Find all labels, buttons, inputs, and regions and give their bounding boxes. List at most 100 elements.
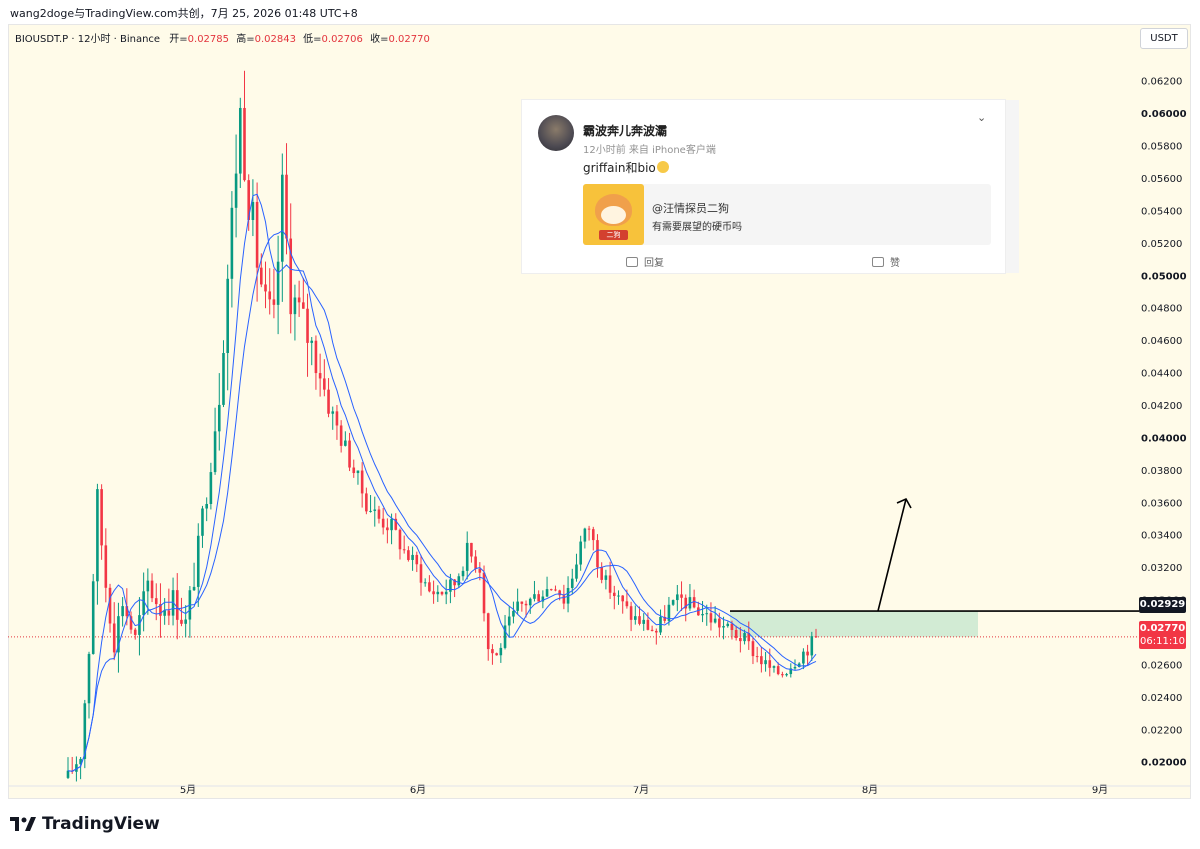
candle-body[interactable] bbox=[142, 591, 145, 616]
candle-body[interactable] bbox=[789, 668, 793, 675]
candle-body[interactable] bbox=[377, 509, 381, 519]
candle-body[interactable] bbox=[226, 278, 229, 354]
candle-body[interactable] bbox=[680, 594, 683, 598]
candle-body[interactable] bbox=[474, 556, 477, 569]
candle-body[interactable] bbox=[612, 592, 616, 596]
candle-body[interactable] bbox=[558, 590, 561, 596]
candle-body[interactable] bbox=[625, 601, 629, 607]
candle-body[interactable] bbox=[230, 207, 234, 279]
candle-body[interactable] bbox=[562, 595, 566, 604]
candle-body[interactable] bbox=[507, 616, 511, 626]
candle-body[interactable] bbox=[692, 597, 696, 608]
candle-body[interactable] bbox=[108, 587, 112, 624]
candle-body[interactable] bbox=[83, 703, 87, 759]
candle-body[interactable] bbox=[360, 470, 364, 494]
candle-body[interactable] bbox=[331, 411, 335, 414]
currency-selector[interactable]: USDT bbox=[1140, 28, 1188, 49]
candle-body[interactable] bbox=[722, 626, 725, 628]
candle-body[interactable] bbox=[398, 529, 402, 550]
candle-body[interactable] bbox=[629, 606, 633, 620]
candle-body[interactable] bbox=[516, 601, 519, 611]
candle-body[interactable] bbox=[150, 580, 154, 599]
candle-body[interactable] bbox=[545, 589, 549, 597]
candle-body[interactable] bbox=[66, 770, 70, 778]
reply-button[interactable]: 回复 bbox=[626, 254, 664, 269]
candle-body[interactable] bbox=[797, 663, 801, 667]
candle-body[interactable] bbox=[747, 633, 751, 642]
candle-body[interactable] bbox=[352, 467, 356, 474]
candle-body[interactable] bbox=[100, 489, 103, 546]
candle-body[interactable] bbox=[726, 623, 730, 627]
candle-body[interactable] bbox=[323, 378, 326, 390]
candle-body[interactable] bbox=[129, 616, 133, 630]
candle-body[interactable] bbox=[491, 649, 494, 654]
candle-body[interactable] bbox=[713, 618, 717, 623]
candle-body[interactable] bbox=[600, 567, 603, 580]
candle-body[interactable] bbox=[209, 472, 213, 504]
candle-body[interactable] bbox=[528, 598, 532, 606]
candle-body[interactable] bbox=[709, 613, 713, 623]
candle-body[interactable] bbox=[650, 629, 654, 631]
candle-body[interactable] bbox=[247, 180, 250, 221]
candle-body[interactable] bbox=[768, 660, 772, 668]
candle-body[interactable] bbox=[196, 535, 200, 587]
candle-body[interactable] bbox=[461, 570, 465, 577]
candle-body[interactable] bbox=[407, 550, 410, 560]
candle-body[interactable] bbox=[159, 604, 162, 616]
candle-body[interactable] bbox=[79, 758, 82, 765]
candle-body[interactable] bbox=[688, 597, 692, 609]
candle-body[interactable] bbox=[243, 107, 246, 181]
candle-body[interactable] bbox=[411, 554, 414, 560]
candle-body[interactable] bbox=[743, 633, 746, 642]
candle-body[interactable] bbox=[671, 600, 675, 605]
candle-body[interactable] bbox=[638, 616, 641, 624]
candle-body[interactable] bbox=[234, 173, 238, 208]
candle-body[interactable] bbox=[268, 291, 272, 300]
candle-body[interactable] bbox=[205, 503, 208, 509]
candle-body[interactable] bbox=[381, 518, 385, 528]
avatar[interactable] bbox=[538, 115, 574, 151]
candle-body[interactable] bbox=[138, 615, 141, 635]
candle-body[interactable] bbox=[579, 541, 582, 565]
candle-body[interactable] bbox=[587, 528, 591, 530]
candle-body[interactable] bbox=[365, 493, 368, 512]
candle-body[interactable] bbox=[486, 613, 490, 650]
candle-body[interactable] bbox=[217, 404, 221, 432]
candle-body[interactable] bbox=[793, 666, 797, 669]
candle-body[interactable] bbox=[495, 653, 498, 656]
candle-body[interactable] bbox=[133, 629, 137, 635]
candle-body[interactable] bbox=[415, 554, 419, 565]
like-button[interactable]: 赞 bbox=[872, 254, 900, 269]
candle-body[interactable] bbox=[281, 174, 284, 262]
candle-body[interactable] bbox=[285, 174, 288, 239]
candle-body[interactable] bbox=[802, 651, 805, 664]
candle-body[interactable] bbox=[482, 572, 486, 614]
candle-body[interactable] bbox=[436, 591, 440, 595]
candle-body[interactable] bbox=[453, 579, 456, 586]
candle-body[interactable] bbox=[533, 594, 536, 599]
candle-body[interactable] bbox=[718, 618, 721, 628]
candle-body[interactable] bbox=[810, 636, 814, 656]
candle-body[interactable] bbox=[596, 540, 599, 568]
candle-body[interactable] bbox=[75, 764, 78, 772]
candle-body[interactable] bbox=[339, 425, 343, 446]
candle-body[interactable] bbox=[554, 589, 557, 591]
candle-body[interactable] bbox=[512, 610, 515, 617]
candle-body[interactable] bbox=[499, 647, 503, 656]
candle-body[interactable] bbox=[163, 610, 166, 616]
candle-body[interactable] bbox=[503, 625, 507, 648]
candle-body[interactable] bbox=[154, 598, 158, 605]
candle-body[interactable] bbox=[213, 431, 217, 473]
candle-body[interactable] bbox=[318, 373, 322, 379]
candle-body[interactable] bbox=[634, 616, 637, 620]
candle-body[interactable] bbox=[642, 619, 646, 624]
candle-body[interactable] bbox=[432, 591, 435, 595]
candle-body[interactable] bbox=[167, 610, 171, 616]
candle-body[interactable] bbox=[478, 568, 482, 573]
candle-body[interactable] bbox=[440, 591, 444, 595]
candle-body[interactable] bbox=[264, 284, 267, 292]
candle-body[interactable] bbox=[373, 509, 377, 511]
candle-body[interactable] bbox=[520, 601, 524, 604]
candle-body[interactable] bbox=[297, 297, 301, 303]
chevron-down-icon[interactable]: ⌄ bbox=[977, 111, 987, 124]
